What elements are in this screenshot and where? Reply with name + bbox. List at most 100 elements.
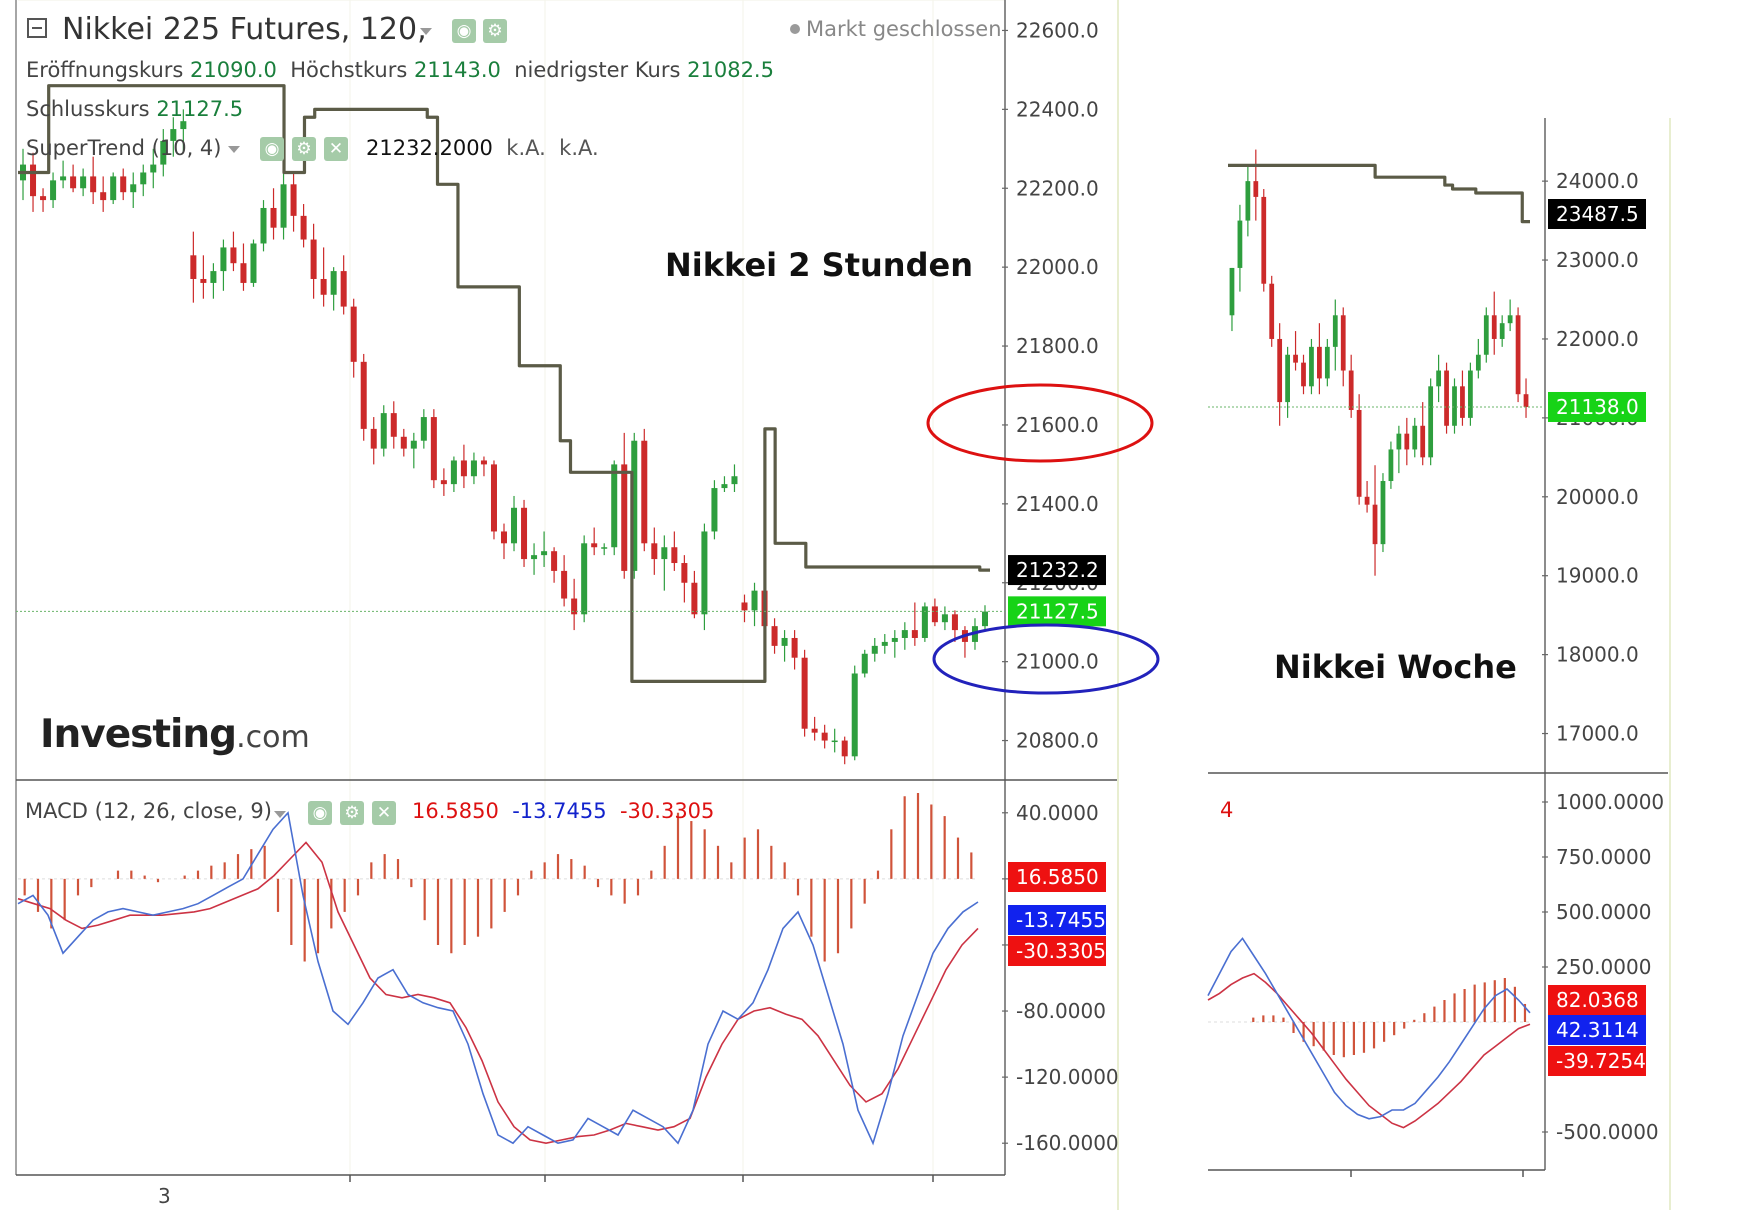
macd-value-1: 16.5850 <box>412 799 499 823</box>
week-candle <box>1293 354 1298 363</box>
week-candle <box>1388 449 1394 482</box>
h2-candle <box>921 606 928 638</box>
h2-candle <box>380 413 387 449</box>
supertrend-eye-icon[interactable]: ◉ <box>260 137 284 161</box>
x-tick-label: 3 <box>158 1184 171 1208</box>
week-last-price-tag: 21138.0 <box>1548 391 1646 422</box>
h2-candle <box>871 645 878 654</box>
h2-candle <box>350 306 357 362</box>
h2-candle <box>681 563 688 583</box>
week-macd-tag-1: 82.0368 <box>1548 985 1646 1015</box>
supertrend-gear-icon[interactable]: ⚙ <box>292 137 316 161</box>
week-macd-tag-3-text: -39.7254 <box>1556 1049 1646 1073</box>
h2-candle <box>140 172 147 185</box>
h2-macd-tag-3: -30.3305 <box>1008 936 1106 966</box>
h2-candle <box>521 507 528 560</box>
macd-chevron-icon[interactable] <box>274 811 286 818</box>
h2-candle <box>250 243 257 283</box>
week-macd-tick-label: -500.0000 <box>1556 1120 1659 1144</box>
supertrend-chevron-icon[interactable] <box>228 146 240 153</box>
macd-eye-icon[interactable]: ◉ <box>308 801 332 825</box>
week-candle <box>1340 315 1346 371</box>
h2-candle <box>40 196 47 201</box>
week-candle <box>1245 181 1251 221</box>
chevron-down-icon[interactable] <box>420 28 432 35</box>
high-value: 21143.0 <box>414 58 501 82</box>
h2-price-tick-label: 22600.0 <box>1016 18 1099 42</box>
h2-candle <box>751 590 758 611</box>
week-candle <box>1460 386 1465 418</box>
h2-price-tick-label: 21600.0 <box>1016 413 1099 437</box>
week-macd-tag-3: -39.7254 <box>1548 1046 1646 1076</box>
h2-candle <box>320 278 327 295</box>
week-macd-partial-label: 4 <box>1220 798 1234 822</box>
gear-icon[interactable]: ⚙ <box>483 19 507 43</box>
eye-icon[interactable]: ◉ <box>452 19 476 43</box>
h2-candle <box>941 614 948 623</box>
macd-close-icon[interactable]: ✕ <box>372 801 396 825</box>
ohlc-row-2: Schlusskurs 21127.5 <box>26 97 243 121</box>
h2-price-tick-label: 21000.0 <box>1016 650 1099 674</box>
h2-candle <box>120 176 127 193</box>
h2-candle <box>561 570 568 599</box>
macd-value-3: -30.3305 <box>619 799 715 823</box>
open-value: 21090.0 <box>190 58 277 82</box>
h2-candle <box>621 464 628 571</box>
h2-macd-tag-2: -13.7455 <box>1008 905 1106 935</box>
h2-candle <box>150 164 157 173</box>
h2-candle <box>821 732 828 741</box>
week-supertrend-line <box>1228 163 1530 224</box>
supertrend-close-icon[interactable]: ✕ <box>324 137 348 161</box>
h2-candle <box>330 271 337 295</box>
supertrend-na-1: k.A. <box>506 136 546 160</box>
week-candle <box>1317 346 1322 379</box>
week-macd-tick-label: 250.0000 <box>1556 955 1651 979</box>
collapse-icon[interactable] <box>27 18 47 38</box>
week-macd-tag-1-text: 82.0368 <box>1556 988 1639 1012</box>
week-candle <box>1364 496 1370 505</box>
week-macd-tag-2-bg <box>1548 1015 1646 1045</box>
week-supertrend-tag-text: 23487.5 <box>1556 202 1639 226</box>
h2-supertrend-tag-bg <box>1008 555 1106 586</box>
week-price-tick-label: 18000.0 <box>1556 643 1639 667</box>
h2-macd-tick-label: -80.0000 <box>1016 999 1106 1023</box>
annotation-2h: Nikkei 2 Stunden <box>665 246 973 284</box>
week-candle <box>1452 386 1457 426</box>
week-candle <box>1285 354 1290 403</box>
investing-logo: Investing.com <box>40 712 310 757</box>
h2-candle <box>70 176 77 189</box>
ohlc-row-1: Eröffnungskurs 21090.0 Höchstkurs 21143.… <box>26 58 774 82</box>
h2-macd-tag-2-text: -13.7455 <box>1016 908 1106 932</box>
week-candle <box>1404 433 1410 450</box>
h2-candle <box>210 271 217 283</box>
market-status: Markt geschlossen <box>790 17 1002 41</box>
h2-candle <box>741 602 748 611</box>
supertrend-value: 21232.2000 <box>366 136 493 160</box>
week-price-tick-label: 19000.0 <box>1556 564 1639 588</box>
week-price-tick-label: 20000.0 <box>1556 485 1639 509</box>
h2-candle <box>611 464 618 548</box>
macd-gear-icon[interactable]: ⚙ <box>340 801 364 825</box>
h2-candle <box>60 176 67 181</box>
macd-legend[interactable]: MACD (12, 26, close, 9) <box>25 799 272 823</box>
h2-candle <box>861 653 868 674</box>
h2-candle <box>270 207 277 228</box>
week-candle <box>1309 346 1314 387</box>
h2-candle <box>370 428 377 449</box>
h2-candle <box>891 637 898 642</box>
week-candle <box>1372 504 1378 545</box>
week-price-tick-label: 23000.0 <box>1556 248 1639 272</box>
week-candle <box>1229 267 1235 316</box>
week-candle <box>1261 196 1267 284</box>
h2-candle <box>290 184 297 216</box>
h2-candle <box>531 555 538 560</box>
week-price-tick-label: 22000.0 <box>1556 327 1639 351</box>
h2-candle <box>781 637 788 646</box>
h2-candle <box>360 361 367 429</box>
week-macd-tick-label: 750.0000 <box>1556 845 1651 869</box>
week-macd-macd-line <box>1207 937 1531 1120</box>
h2-price-tick-label: 20800.0 <box>1016 729 1099 753</box>
week-macd-tick-label: 500.0000 <box>1556 900 1651 924</box>
supertrend-legend[interactable]: SuperTrend (10, 4) <box>26 136 222 160</box>
